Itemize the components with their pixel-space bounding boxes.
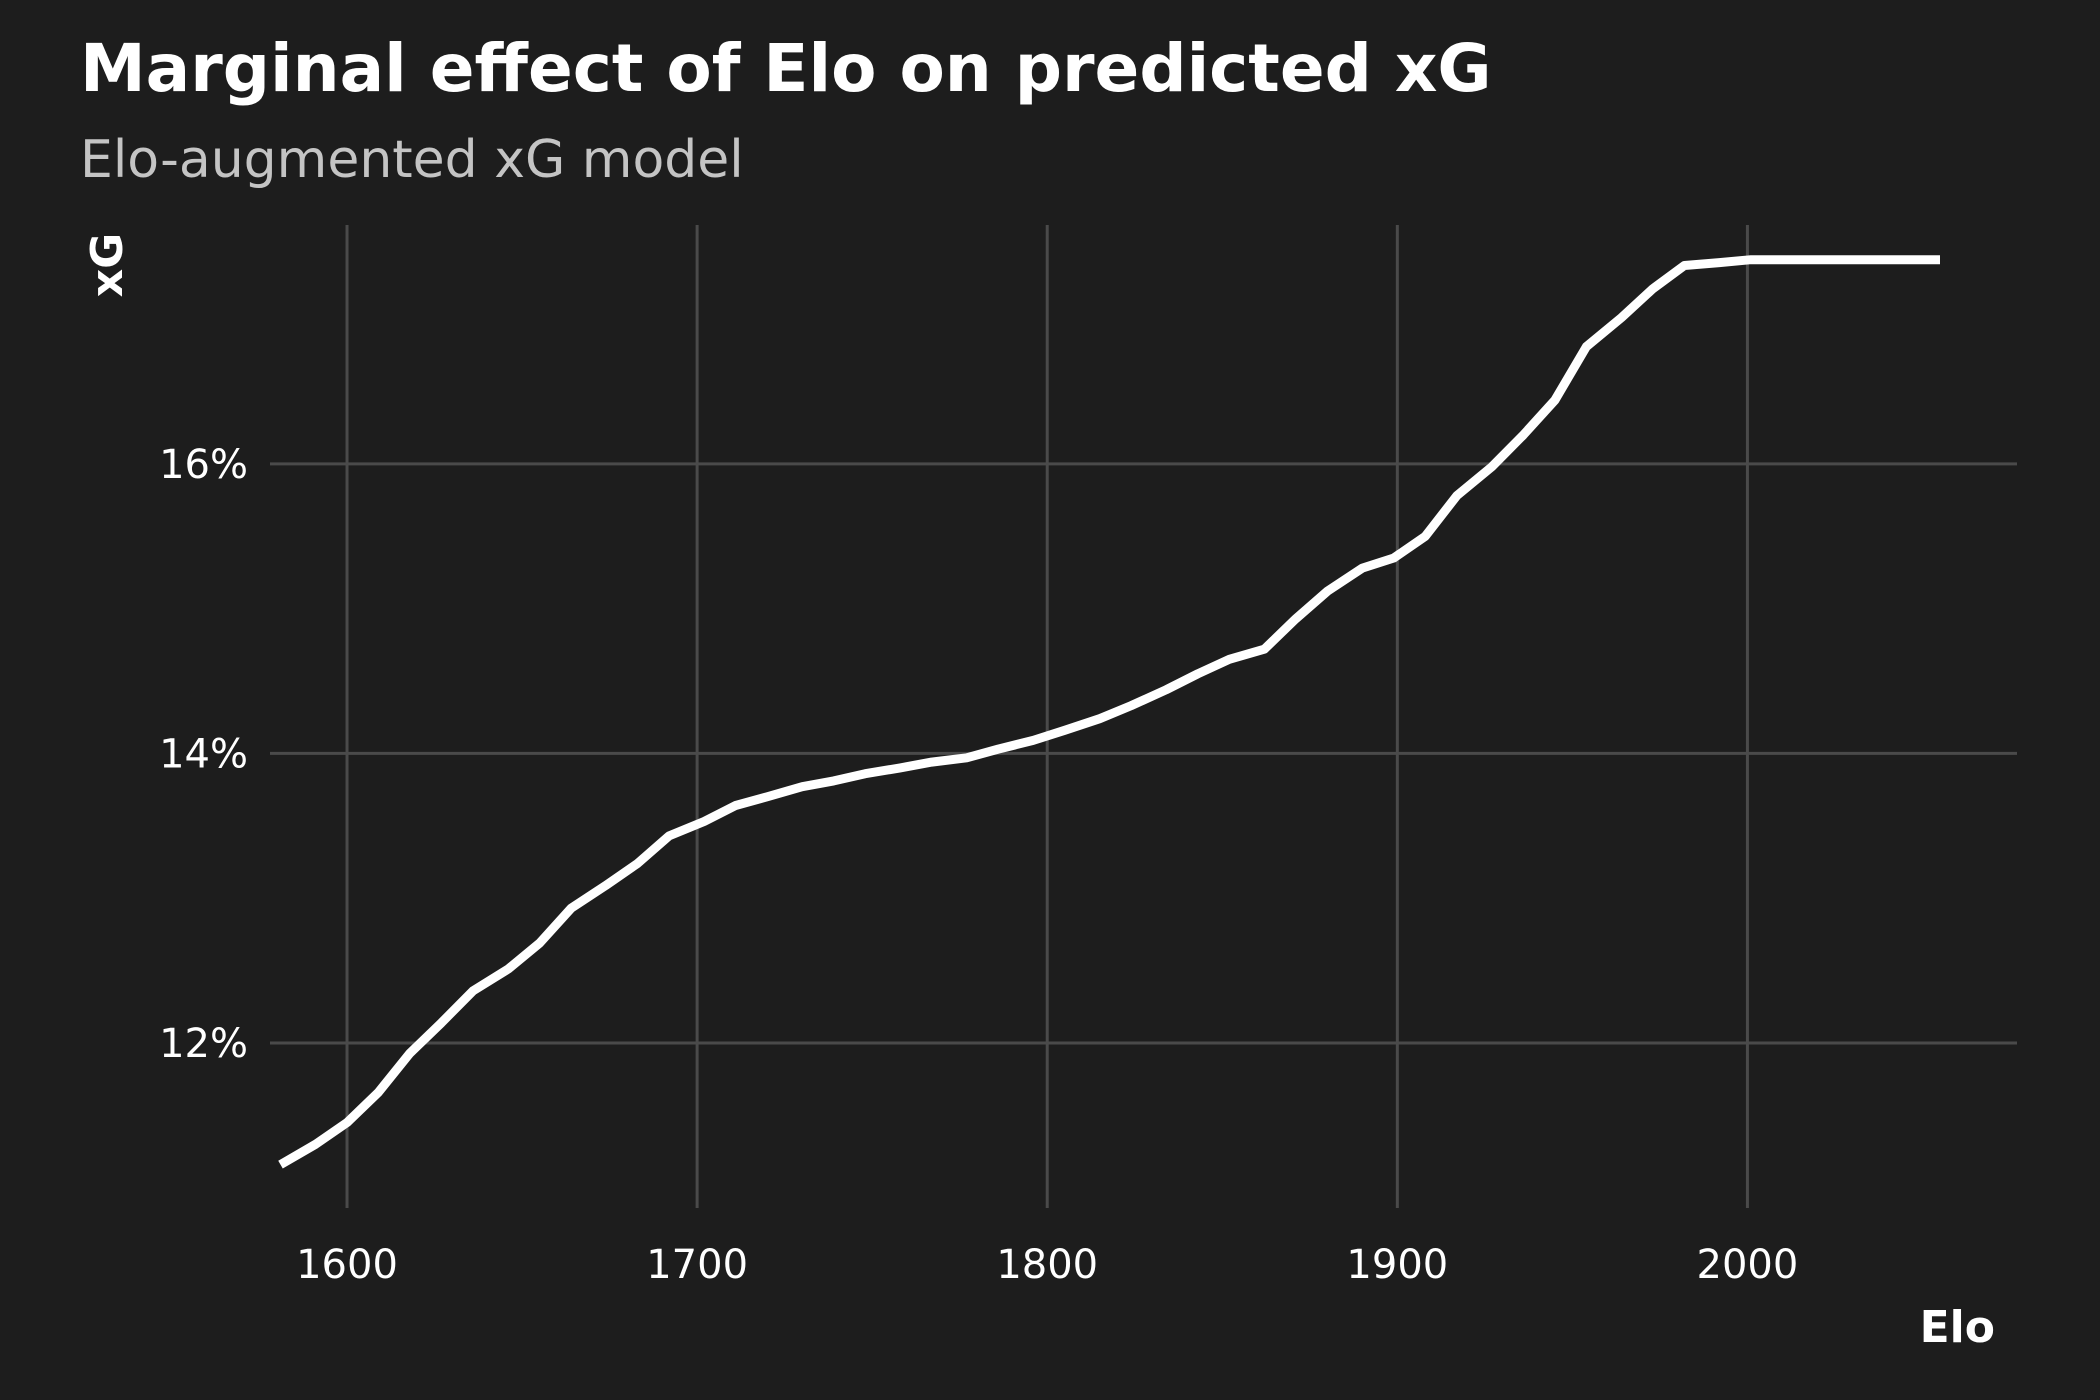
y-axis-title: xG <box>82 233 133 298</box>
x-tick-label-1700: 1700 <box>646 1242 748 1288</box>
series-line-0 <box>278 255 1940 1169</box>
x-tick-label-1800: 1800 <box>996 1242 1098 1288</box>
grid-lines <box>270 225 2017 1208</box>
x-axis-title: Elo <box>1920 1302 1995 1353</box>
chart-subtitle: Elo-augmented xG model <box>80 130 744 190</box>
x-tick-label-1900: 1900 <box>1346 1242 1448 1288</box>
tick-labels: 1600 1700 1800 1900 2000 12% 14% 16% <box>159 442 1798 1288</box>
x-tick-label-2000: 2000 <box>1697 1242 1799 1288</box>
y-tick-label-12%: 12% <box>159 1021 248 1067</box>
x-tick-label-1600: 1600 <box>296 1242 398 1288</box>
y-tick-label-16%: 16% <box>159 442 248 488</box>
y-tick-label-14%: 14% <box>159 731 248 777</box>
series-line-group <box>278 255 1940 1169</box>
chart-title: Marginal effect of Elo on predicted xG <box>80 30 1492 107</box>
